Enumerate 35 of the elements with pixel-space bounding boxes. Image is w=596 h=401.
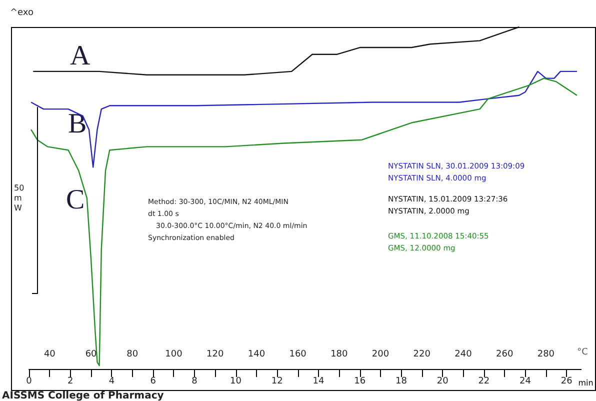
- x2-tick-label: 4: [108, 376, 115, 386]
- x-tick-label: 60: [85, 350, 98, 360]
- x2-tick-label: 6: [150, 376, 156, 386]
- x2-tick-label: 16: [354, 376, 366, 386]
- x2-tick-label: 12: [271, 376, 283, 386]
- x-axis-title: °C: [577, 348, 588, 358]
- x2-tick-label: 24: [520, 376, 532, 386]
- x-tick-label: 40: [44, 350, 56, 360]
- x-tick-label: 160: [289, 350, 307, 360]
- x-tick-label: 260: [496, 350, 514, 360]
- x-tick-label: 220: [413, 350, 431, 360]
- x2-tick-label: 14: [312, 376, 324, 386]
- x2-tick-label: 8: [192, 376, 198, 386]
- x-tick-label: 100: [165, 350, 183, 360]
- text: AISSMS College of Pharmacy: [2, 390, 164, 401]
- x-tick-label: 280: [537, 350, 555, 360]
- x2-axis-title: min: [578, 378, 594, 388]
- text: 50 mW: [14, 184, 27, 212]
- x-tick-label: 200: [372, 350, 390, 360]
- x-tick-label: 240: [454, 350, 472, 360]
- text: ^exo: [10, 8, 34, 18]
- x-tick-label: 120: [206, 350, 224, 360]
- annotation: A: [70, 40, 91, 72]
- x2-tick-label: 0: [26, 376, 32, 386]
- x2-tick-label: 22: [478, 376, 490, 386]
- x2-tick-label: 10: [230, 376, 242, 386]
- x2-tick-label: 20: [436, 376, 449, 386]
- x-tick-label: 80: [126, 350, 138, 360]
- x-tick-label: 180: [330, 350, 348, 360]
- annotation: C: [66, 184, 85, 216]
- x-tick-label: 140: [248, 350, 266, 360]
- x2-tick-label: 18: [395, 376, 408, 386]
- x2-tick-label: 26: [560, 376, 573, 386]
- x2-tick-label: 2: [67, 376, 74, 386]
- annotation: B: [68, 108, 87, 140]
